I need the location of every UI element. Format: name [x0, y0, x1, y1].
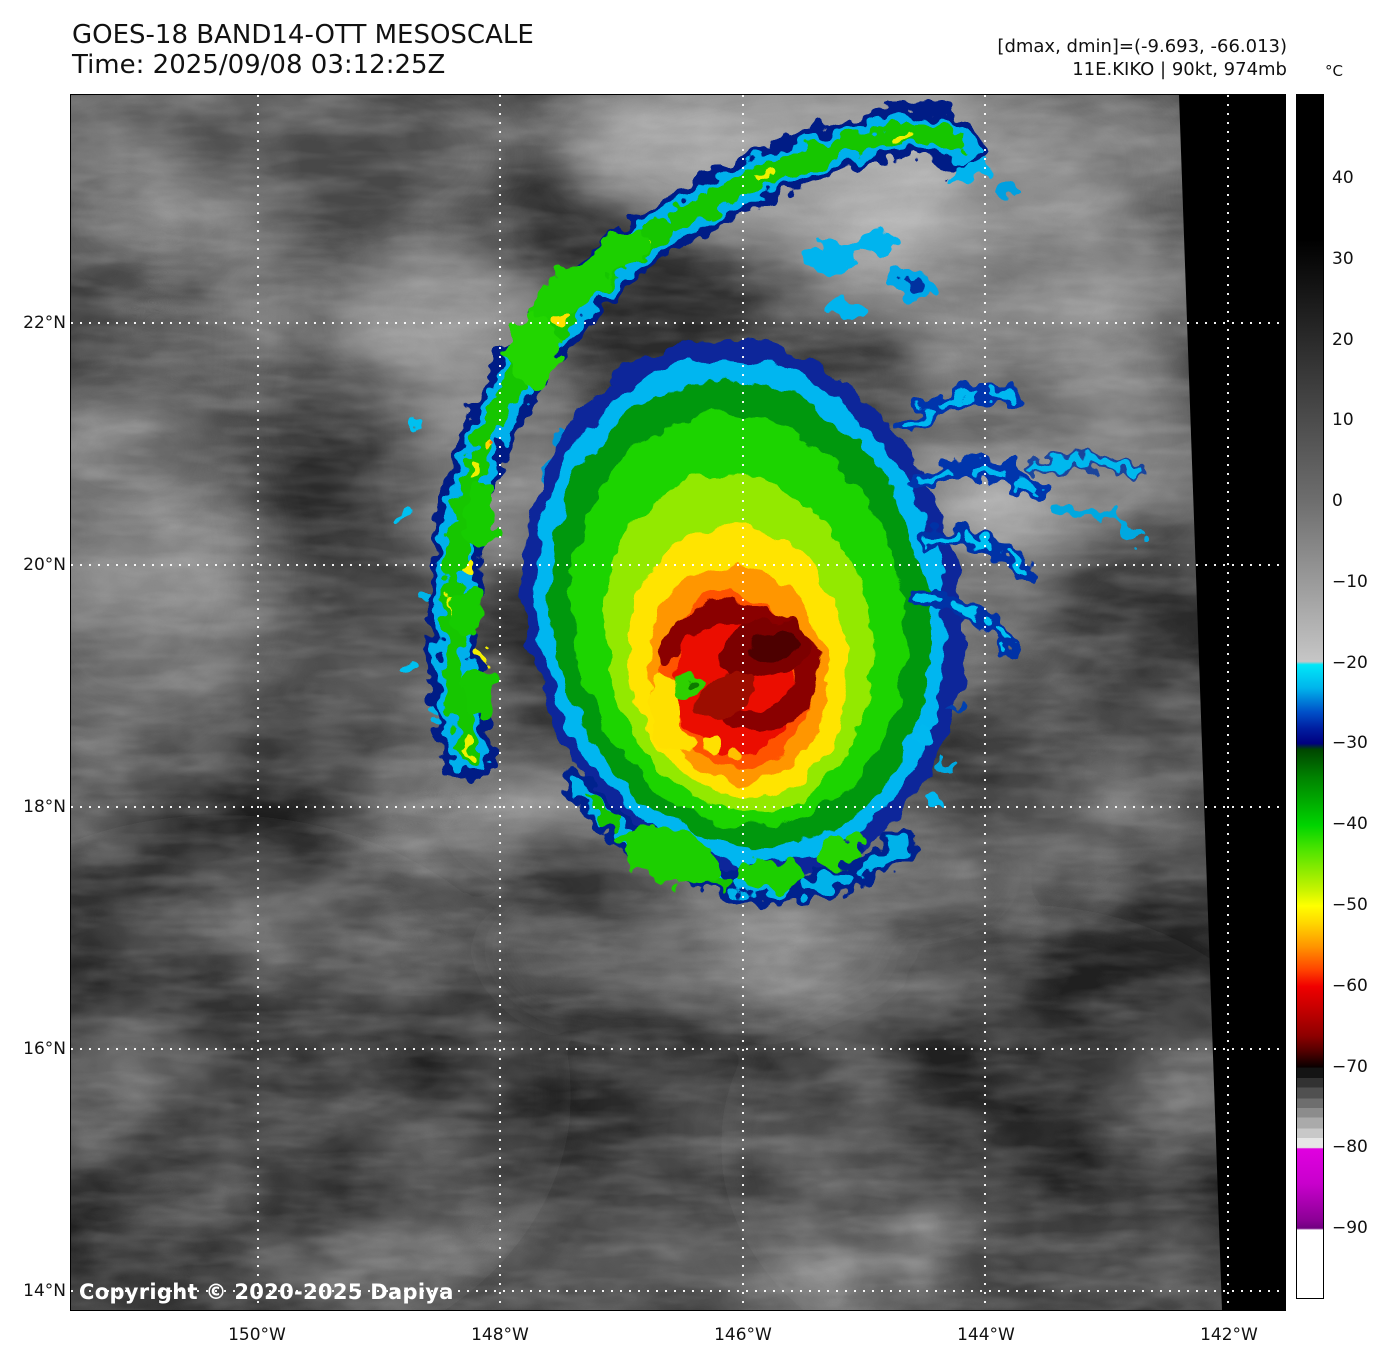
lat-label: 22°N: [23, 313, 66, 333]
lat-label: 14°N: [23, 1281, 66, 1301]
colorbar-tick-label: −30: [1332, 733, 1368, 753]
colorbar-tick-label: 10: [1332, 410, 1354, 430]
outer-spiral-band: [398, 106, 1019, 781]
colorbar-tick-label: −90: [1332, 1218, 1368, 1238]
colorbar-tick-label: −80: [1332, 1137, 1368, 1157]
colorbar-tick-label: −50: [1332, 895, 1368, 915]
colorbar-tick-label: −60: [1332, 976, 1368, 996]
lon-label: 142°W: [1200, 1325, 1258, 1345]
colorbar-unit-label: °C: [1325, 62, 1343, 80]
colorbar-tick-label: −10: [1332, 572, 1368, 592]
lon-label: 144°W: [957, 1325, 1015, 1345]
colorbar-scale: [1296, 94, 1324, 1299]
satellite-map: Copyright © 2020-2025 Dapiya: [70, 94, 1286, 1311]
colorbar-tick-label: 20: [1332, 330, 1354, 350]
lat-label: 20°N: [23, 555, 66, 575]
lon-label: 150°W: [228, 1325, 286, 1345]
no-data-wedge: [1179, 95, 1285, 1310]
product-title: GOES-18 BAND14-OTT MESOSCALE: [72, 20, 534, 50]
hurricane-canopy: [522, 340, 964, 880]
title-block: GOES-18 BAND14-OTT MESOSCALE Time: 2025/…: [72, 20, 534, 80]
lon-label: 146°W: [714, 1325, 772, 1345]
east-cloud-fingers: [561, 384, 1143, 904]
colorbar-tick-label: 40: [1332, 168, 1354, 188]
dmax-dmin-readout: [dmax, dmin]=(-9.693, -66.013): [997, 36, 1287, 57]
colorbar-tick-label: 30: [1332, 249, 1354, 269]
lat-label: 18°N: [23, 797, 66, 817]
colorbar-tick-label: 0: [1332, 491, 1343, 511]
satellite-image: [71, 95, 1285, 1310]
lat-label: 16°N: [23, 1039, 66, 1059]
colorbar-tick-label: −70: [1332, 1057, 1368, 1077]
eye-region: [648, 670, 696, 750]
storm-info: 11E.KIKO | 90kt, 974mb: [1072, 59, 1287, 80]
lon-label: 148°W: [471, 1325, 529, 1345]
header-right-block: [dmax, dmin]=(-9.693, -66.013) 11E.KIKO …: [997, 35, 1287, 81]
colorbar-tick-label: −40: [1332, 814, 1368, 834]
copyright-notice: Copyright © 2020-2025 Dapiya: [79, 1280, 454, 1304]
timestamp: Time: 2025/09/08 03:12:25Z: [72, 50, 446, 80]
colorbar-tick-label: −20: [1332, 653, 1368, 673]
